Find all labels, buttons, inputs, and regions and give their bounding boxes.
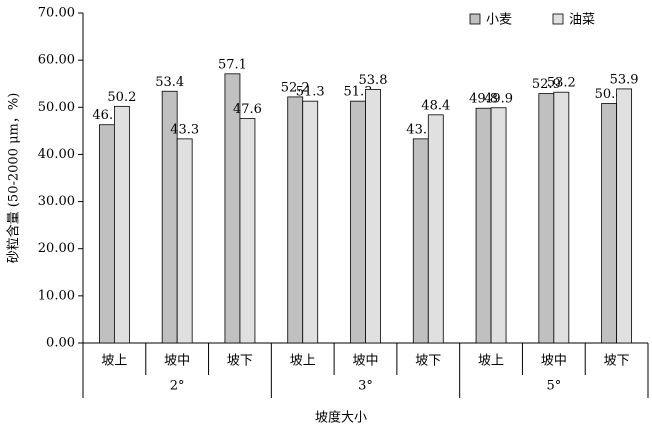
value-label: 51.3 — [296, 85, 325, 100]
bar — [302, 100, 319, 344]
bar — [113, 105, 130, 344]
bar — [490, 107, 507, 344]
value-label: 49.8 — [469, 92, 498, 107]
x-tick-label: 坡中 — [352, 354, 378, 369]
value-label: 53.8 — [359, 73, 388, 88]
y-axis-label: 砂粒含量 (50-2000 μm，%) — [6, 93, 22, 264]
bar — [538, 93, 555, 344]
bar — [350, 100, 366, 344]
y-tick-label: 0.00 — [46, 336, 75, 351]
group-label: 5° — [546, 379, 561, 394]
x-tick-label: 坡上 — [478, 354, 504, 369]
bar — [616, 88, 633, 344]
x-tick-label: 坡下 — [604, 354, 630, 369]
legend-swatch — [552, 13, 564, 25]
value-label: 53.9 — [610, 72, 639, 87]
bar — [412, 138, 429, 344]
x-tick-label: 坡下 — [415, 354, 441, 369]
x-tick-label: 坡中 — [164, 354, 190, 369]
x-axis-label: 坡度大小 — [315, 410, 367, 426]
legend-swatch — [469, 13, 481, 25]
y-tick-label: 30.00 — [38, 194, 75, 209]
y-tick-label: 60.00 — [38, 53, 75, 68]
value-label: 47.6 — [233, 102, 262, 117]
value-label: 49.9 — [484, 91, 513, 106]
legend-label: 油菜 — [569, 13, 595, 28]
bar — [98, 124, 115, 344]
y-tick-label: 40.00 — [38, 147, 75, 162]
x-tick-label: 坡下 — [227, 354, 253, 369]
value-label: 53.2 — [547, 76, 576, 91]
bar — [427, 114, 444, 344]
bar — [365, 88, 381, 344]
x-tick-label: 坡上 — [101, 354, 127, 369]
y-tick-label: 10.00 — [38, 288, 75, 303]
y-tick-label: 70.00 — [38, 6, 75, 21]
bar — [239, 118, 256, 344]
value-label: 57.1 — [218, 57, 247, 72]
group-label: 2° — [170, 379, 185, 394]
value-label: 52.9 — [532, 77, 561, 92]
legend-label: 小麦 — [486, 13, 512, 28]
bar — [176, 138, 193, 344]
value-label: 43.3 — [170, 122, 199, 137]
bar — [553, 91, 570, 344]
value-label: 52.2 — [281, 80, 310, 95]
bar — [287, 96, 304, 344]
value-label: 48.4 — [421, 98, 450, 113]
bar — [601, 103, 618, 344]
bar — [475, 107, 492, 344]
y-tick-label: 20.00 — [38, 241, 75, 256]
x-tick-label: 坡上 — [290, 354, 316, 369]
x-tick-label: 坡中 — [541, 354, 567, 369]
y-tick-label: 50.00 — [38, 100, 75, 115]
group-label: 3° — [358, 379, 373, 394]
value-label: 50.2 — [107, 90, 136, 105]
value-label: 53.4 — [155, 75, 184, 90]
